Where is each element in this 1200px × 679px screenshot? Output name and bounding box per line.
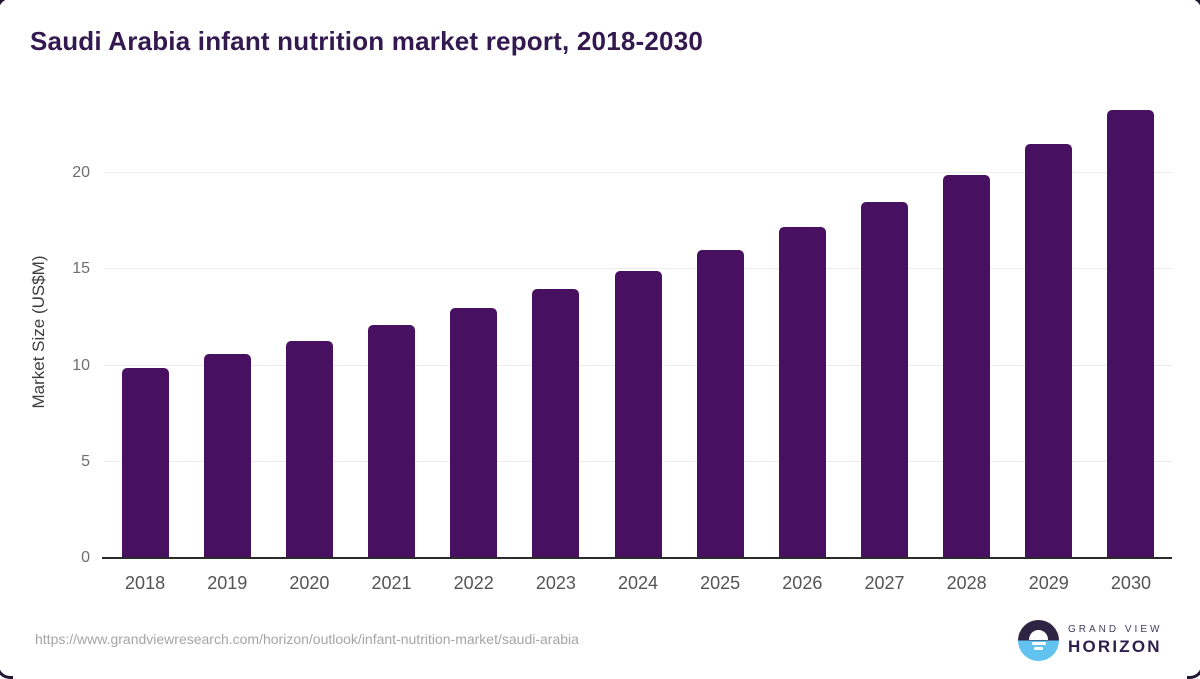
bar-column-2029: 2029 — [1008, 77, 1090, 593]
bar-2020 — [285, 340, 333, 558]
source-url: https://www.grandviewresearch.com/horizo… — [35, 631, 579, 647]
bar-2018 — [121, 367, 169, 558]
y-tick-label-10: 10 — [72, 356, 90, 374]
x-tick-label-2024: 2024 — [617, 573, 659, 593]
bar-column-2026: 2026 — [761, 77, 843, 593]
logo-text: GRAND VIEW HORIZON — [1068, 624, 1162, 657]
bar-column-2025: 2025 — [679, 77, 761, 593]
y-tick-label-0: 0 — [81, 549, 90, 566]
bar-2023 — [532, 288, 580, 558]
grand-view-horizon-logo: GRAND VIEW HORIZON — [1018, 620, 1162, 661]
gridline-15 — [104, 268, 1172, 270]
y-tick-label-20: 20 — [72, 164, 90, 182]
horizon-sunrise-icon — [1018, 620, 1059, 661]
bar-column-2022: 2022 — [433, 77, 515, 593]
bar-2028 — [943, 175, 991, 558]
rounded-corner-top-right — [1187, 0, 1200, 13]
sun-reflection-line — [1031, 642, 1046, 645]
bar-column-2019: 2019 — [186, 77, 268, 593]
bar-2026 — [778, 227, 826, 558]
bar-column-2028: 2028 — [926, 77, 1008, 593]
bar-2024 — [614, 271, 662, 558]
x-tick-label-2022: 2022 — [453, 573, 494, 593]
bar-2029 — [1025, 144, 1073, 558]
x-tick-label-2020: 2020 — [289, 573, 330, 593]
sun-shape — [1029, 630, 1048, 640]
chart-title: Saudi Arabia infant nutrition market rep… — [30, 26, 704, 56]
y-tick-label-15: 15 — [72, 260, 90, 278]
x-tick-label-2026: 2026 — [782, 573, 823, 593]
bar-column-2030: 2030 — [1090, 77, 1172, 593]
bars-container: 2018 2019 2020 2021 2022 2023 2024 2025 2026 2027… — [104, 77, 1172, 593]
bar-2021 — [368, 325, 416, 558]
plot-area: 2018 2019 2020 2021 2022 2023 2024 2025 2026 2027… — [72, 77, 1172, 593]
rounded-corner-bottom-left — [0, 662, 13, 679]
x-tick-label-2030: 2030 — [1110, 573, 1151, 593]
y-axis-title: Market Size (US$M) — [29, 255, 48, 409]
bar-2025 — [696, 250, 744, 558]
x-tick-label-2028: 2028 — [946, 573, 987, 593]
x-tick-label-2021: 2021 — [371, 573, 412, 593]
logo-product-name: HORIZON — [1068, 637, 1162, 656]
rounded-corner-top-left — [0, 0, 13, 13]
bar-column-2021: 2021 — [350, 77, 432, 593]
bar-column-2023: 2023 — [515, 77, 597, 593]
x-tick-label-2029: 2029 — [1028, 573, 1069, 593]
rounded-corner-bottom-right — [1187, 662, 1200, 679]
x-axis-line — [102, 557, 1172, 559]
bar-2019 — [203, 354, 251, 558]
x-tick-label-2027: 2027 — [864, 573, 905, 593]
bar-column-2020: 2020 — [268, 77, 350, 593]
bar-2030 — [1107, 109, 1155, 558]
x-tick-label-2025: 2025 — [700, 573, 741, 593]
bar-column-2018: 2018 — [104, 77, 186, 593]
bar-column-2024: 2024 — [597, 77, 679, 593]
logo-brand-name: GRAND VIEW — [1068, 624, 1163, 635]
x-tick-label-2023: 2023 — [535, 573, 576, 593]
gridline-20 — [104, 172, 1172, 174]
sun-reflection-line — [1034, 647, 1043, 650]
bar-2022 — [450, 307, 498, 558]
y-tick-label-5: 5 — [81, 452, 90, 470]
x-tick-label-2019: 2019 — [207, 573, 248, 593]
bar-column-2027: 2027 — [843, 77, 925, 593]
x-tick-label-2018: 2018 — [125, 573, 166, 593]
bar-2027 — [860, 202, 908, 558]
